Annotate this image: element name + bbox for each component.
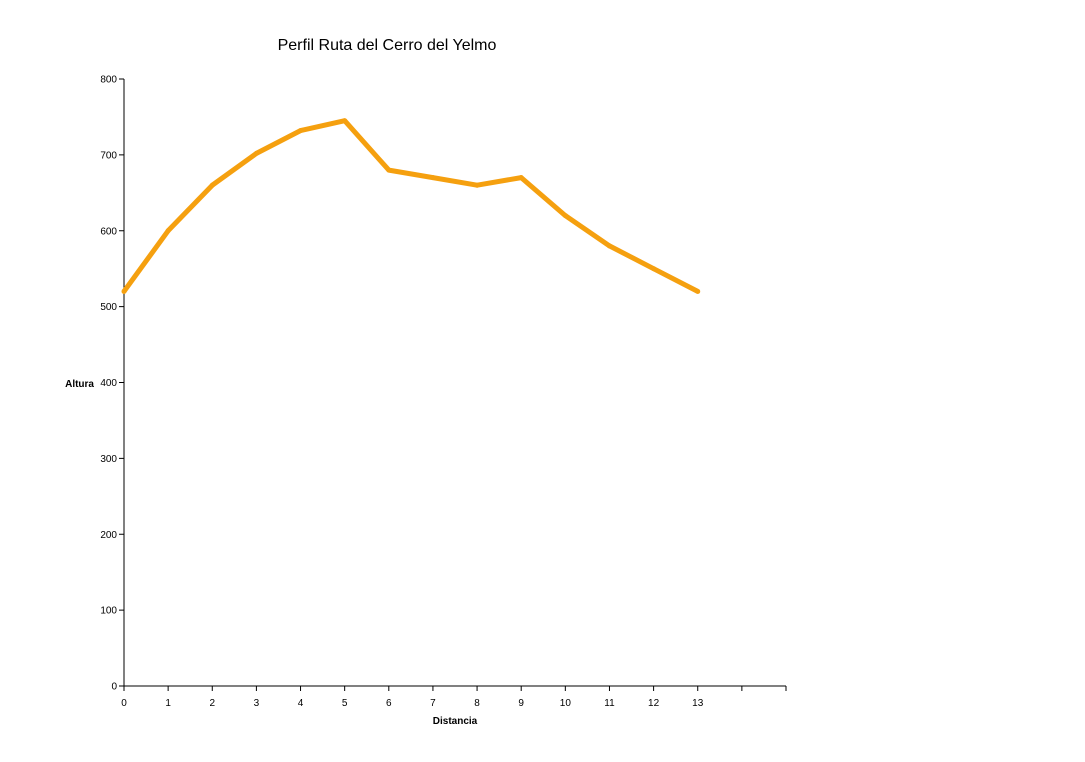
x-axis-title: Distancia <box>433 716 478 727</box>
data-point <box>518 175 524 181</box>
x-tick-label: 5 <box>342 698 348 709</box>
x-tick-label: 8 <box>474 698 480 709</box>
data-point <box>165 228 171 234</box>
series-line <box>121 118 699 294</box>
x-tick-label: 4 <box>298 698 304 709</box>
x-tick-label: 12 <box>648 698 660 709</box>
y-tick-label: 300 <box>100 454 117 465</box>
chart-title: Perfil Ruta del Cerro del Yelmo <box>278 37 497 54</box>
data-point <box>253 150 259 156</box>
data-point <box>695 288 701 294</box>
y-tick-label: 800 <box>100 75 117 86</box>
data-point <box>474 182 480 188</box>
x-tick-label: 6 <box>386 698 392 709</box>
x-tick-label: 13 <box>692 698 704 709</box>
data-point <box>386 167 392 173</box>
data-point <box>342 118 348 124</box>
x-tick-label: 10 <box>560 698 572 709</box>
data-point <box>562 213 568 219</box>
data-point <box>209 182 215 188</box>
y-tick-label: 0 <box>111 682 117 693</box>
x-tick-label: 11 <box>604 698 615 709</box>
data-point <box>606 243 612 249</box>
x-tick-label: 3 <box>254 698 260 709</box>
x-tick-label: 0 <box>121 698 127 709</box>
x-tick-label: 1 <box>165 698 171 709</box>
x-tick-label: 7 <box>430 698 436 709</box>
x-tick-label: 9 <box>518 698 524 709</box>
x-tick-label: 2 <box>209 698 215 709</box>
data-point <box>651 266 657 272</box>
x-axis: 0 1 2 3 4 5 6 7 8 9 10 11 12 13 <box>121 685 787 709</box>
y-tick-label: 200 <box>100 530 117 541</box>
y-tick-label: 100 <box>100 606 117 617</box>
data-point <box>298 128 304 134</box>
y-axis-title: Altura <box>65 379 94 390</box>
y-tick-label: 500 <box>100 302 117 313</box>
y-axis: 0 100 200 300 400 500 600 700 800 <box>100 75 125 693</box>
data-point <box>121 288 127 294</box>
y-tick-label: 400 <box>100 378 117 389</box>
data-point <box>430 175 436 181</box>
y-tick-label: 700 <box>100 150 117 161</box>
y-tick-label: 600 <box>100 226 117 237</box>
series-altura <box>121 118 701 294</box>
